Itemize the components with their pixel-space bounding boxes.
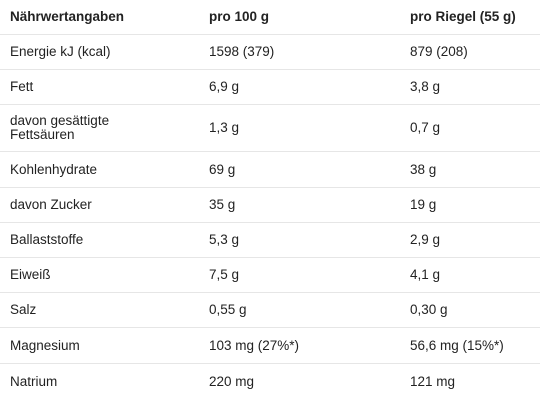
header-per-bar: pro Riegel (55 g) (410, 9, 516, 24)
header-nutrient: Nährwertangaben (10, 9, 125, 24)
value-per-100g: 69 g (209, 161, 236, 177)
value-per-100g: 1,3 g (209, 120, 240, 135)
table-row: davon Zucker 35 g 19 g (0, 188, 540, 223)
nutrient-name: Fett (10, 79, 34, 94)
value-per-100g: 0,55 g (209, 302, 247, 317)
value-per-bar: 0,30 g (410, 302, 448, 317)
value-per-bar: 0,7 g (410, 120, 441, 135)
nutrient-name: Eiweiß (10, 267, 51, 282)
table-row: davon gesättigte Fettsäuren 1,3 g 0,7 g (0, 105, 540, 152)
value-per-bar: 3,8 g (410, 79, 441, 94)
value-per-bar: 121 mg (410, 373, 456, 389)
header-per-100g: pro 100 g (209, 9, 270, 24)
nutrient-name: Magnesium (10, 337, 80, 353)
nutrient-name: Kohlenhydrate (10, 161, 98, 177)
table-row: Fett 6,9 g 3,8 g (0, 70, 540, 105)
value-per-bar: 19 g (410, 197, 437, 212)
table-row: Ballaststoffe 5,3 g 2,9 g (0, 223, 540, 258)
value-per-100g: 103 mg (27%*) (209, 337, 300, 353)
nutrient-name: Salz (10, 302, 37, 317)
table-row: Magnesium 103 mg (27%*) 56,6 mg (15%*) (0, 328, 540, 364)
table-row: Kohlenhydrate 69 g 38 g (0, 152, 540, 188)
nutrient-name: Natrium (10, 373, 58, 389)
nutrient-name: davon gesättigte Fettsäuren (10, 113, 110, 142)
nutrient-name: Ballaststoffe (10, 232, 84, 247)
table-row: Salz 0,55 g 0,30 g (0, 293, 540, 328)
nutrient-name: Energie kJ (kcal) (10, 44, 111, 59)
nutrient-name: davon Zucker (10, 197, 92, 212)
value-per-100g: 6,9 g (209, 79, 240, 94)
header-row: Nährwertangaben pro 100 g pro Riegel (55… (0, 0, 540, 35)
table-row: Eiweiß 7,5 g 4,1 g (0, 258, 540, 293)
value-per-bar: 879 (208) (410, 44, 468, 59)
value-per-100g: 35 g (209, 197, 236, 212)
value-per-100g: 7,5 g (209, 267, 240, 282)
table-row: Energie kJ (kcal) 1598 (379) 879 (208) (0, 35, 540, 70)
value-per-bar: 4,1 g (410, 267, 441, 282)
value-per-bar: 38 g (410, 161, 437, 177)
value-per-100g: 1598 (379) (209, 44, 275, 59)
value-per-100g: 220 mg (209, 373, 255, 389)
value-per-100g: 5,3 g (209, 232, 240, 247)
value-per-bar: 56,6 mg (15%*) (410, 337, 504, 353)
table-row: Natrium 220 mg 121 mg (0, 364, 540, 399)
value-per-bar: 2,9 g (410, 232, 441, 247)
